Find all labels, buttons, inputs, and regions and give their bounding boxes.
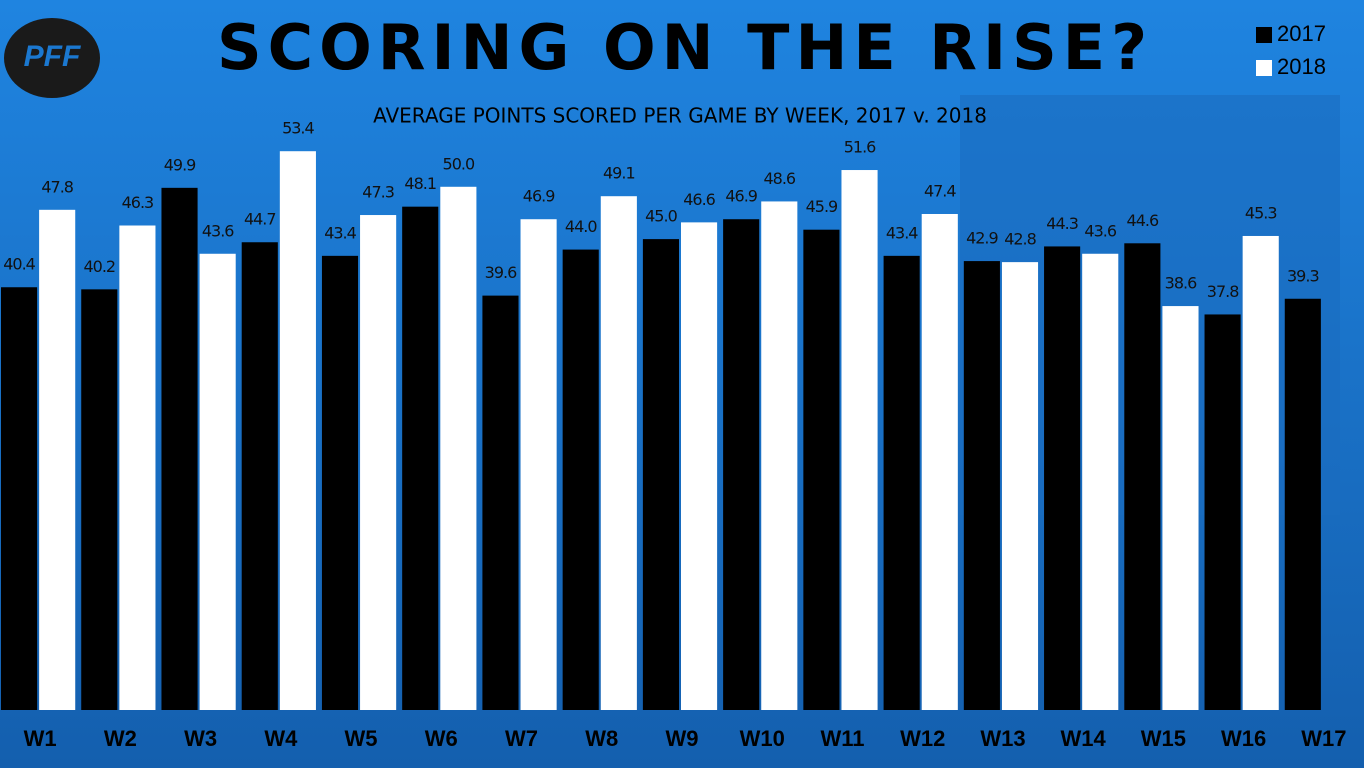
bar [562, 249, 599, 711]
bar [1242, 235, 1279, 711]
value-label: 51.6 [844, 138, 876, 157]
bar [723, 219, 760, 710]
bar [39, 209, 76, 711]
bar [1001, 262, 1039, 710]
value-label: 46.9 [523, 187, 555, 206]
value-label: 44.3 [1046, 214, 1078, 233]
bar [520, 219, 557, 710]
bar [161, 187, 198, 710]
bar [1044, 246, 1081, 711]
value-label: 50.0 [443, 154, 475, 173]
bar [883, 255, 920, 710]
bar [1204, 314, 1241, 710]
value-label: 46.6 [683, 190, 715, 209]
bar [681, 222, 718, 710]
x-tick-label: W7 [505, 726, 538, 751]
x-tick-label: W3 [184, 726, 217, 751]
value-label: 48.1 [404, 174, 436, 193]
bar [81, 289, 118, 710]
value-label: 44.6 [1127, 211, 1159, 230]
bar [241, 242, 278, 710]
value-label: 45.3 [1245, 203, 1277, 222]
value-label: 40.2 [83, 257, 115, 276]
value-label: 48.6 [763, 169, 795, 188]
logo: PFF [24, 40, 81, 73]
bar [321, 255, 359, 710]
value-label: 45.9 [806, 197, 838, 216]
x-tick-label: W9 [666, 726, 699, 751]
value-label: 45.0 [645, 207, 677, 226]
value-label: 44.0 [565, 217, 597, 236]
x-tick-label: W11 [820, 726, 864, 751]
bar [963, 261, 1000, 710]
value-label: 43.6 [1084, 221, 1116, 240]
legend-label: 2018 [1277, 54, 1326, 79]
bar [921, 213, 958, 710]
x-tick-label: W5 [345, 726, 378, 751]
bar [1124, 243, 1161, 711]
legend-swatch [1256, 60, 1272, 76]
x-tick-label: W12 [900, 726, 945, 751]
value-label: 42.9 [966, 229, 998, 248]
value-label: 38.6 [1165, 274, 1197, 293]
x-tick-label: W16 [1221, 726, 1266, 751]
chart-title: SCORING ON THE RISE? [217, 11, 1153, 84]
bar [482, 295, 519, 710]
bar [1284, 298, 1321, 710]
bar [841, 170, 878, 711]
value-label: 43.4 [324, 223, 356, 242]
bar [360, 215, 397, 710]
value-label: 43.6 [202, 221, 234, 240]
x-tick-label: W6 [425, 726, 458, 751]
value-label: 43.4 [886, 223, 918, 242]
x-tick-label: W2 [104, 726, 137, 751]
value-label: 44.7 [244, 210, 276, 229]
x-tick-label: W10 [740, 726, 785, 751]
value-label: 40.4 [3, 255, 35, 274]
chart-subtitle: AVERAGE POINTS SCORED PER GAME BY WEEK, … [373, 104, 987, 128]
bar [642, 239, 679, 710]
x-tick-label: W1 [24, 726, 57, 751]
x-tick-label: W15 [1141, 726, 1186, 751]
x-tick-label: W13 [980, 726, 1025, 751]
value-label: 47.3 [362, 183, 394, 202]
bar [761, 201, 798, 710]
bar [600, 196, 637, 711]
value-label: 53.4 [282, 119, 314, 138]
x-tick-label: W14 [1061, 726, 1107, 751]
bar [1162, 306, 1199, 710]
x-tick-label: W8 [585, 726, 618, 751]
value-label: 47.8 [41, 177, 73, 196]
bar [402, 206, 439, 711]
bar [440, 186, 477, 711]
value-label: 39.3 [1287, 266, 1319, 285]
legend-label: 2017 [1277, 21, 1326, 46]
bar [119, 225, 156, 710]
bar [199, 253, 236, 710]
value-label: 49.1 [603, 164, 635, 183]
value-label: 42.8 [1004, 230, 1036, 249]
bar [1, 287, 38, 710]
bar [1082, 253, 1119, 710]
logo-shape [4, 18, 100, 98]
x-tick-label: W17 [1301, 726, 1346, 751]
bar [803, 229, 840, 711]
value-label: 39.6 [485, 263, 517, 282]
x-tick-label: W4 [264, 726, 298, 751]
value-label: 49.9 [164, 155, 196, 174]
value-label: 46.9 [725, 187, 757, 206]
value-label: 46.3 [122, 193, 154, 212]
legend-swatch [1256, 27, 1272, 43]
value-label: 37.8 [1207, 282, 1239, 301]
bar [279, 151, 316, 710]
value-label: 47.4 [924, 181, 956, 200]
